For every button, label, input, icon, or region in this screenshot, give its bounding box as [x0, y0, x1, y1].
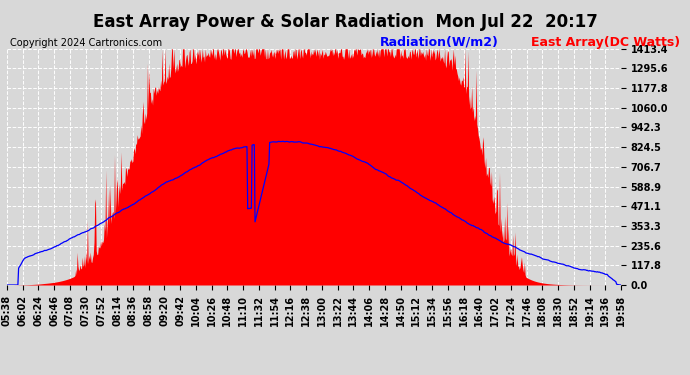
Text: Copyright 2024 Cartronics.com: Copyright 2024 Cartronics.com — [10, 38, 162, 48]
Text: Radiation(W/m2): Radiation(W/m2) — [380, 36, 498, 49]
Text: East Array(DC Watts): East Array(DC Watts) — [531, 36, 680, 49]
Text: East Array Power & Solar Radiation  Mon Jul 22  20:17: East Array Power & Solar Radiation Mon J… — [92, 13, 598, 31]
